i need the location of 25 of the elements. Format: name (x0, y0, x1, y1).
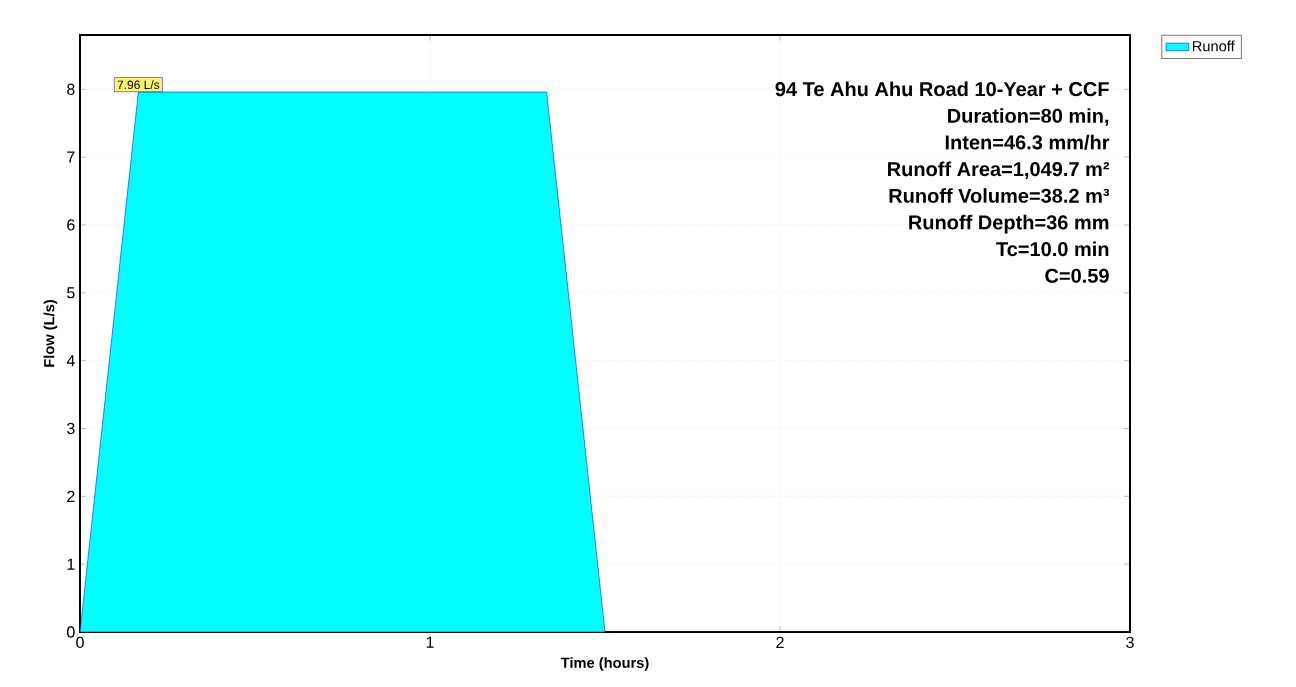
y-tick-label: 1 (67, 558, 75, 570)
annotation: Runoff Area=1,049.7 m² (888, 161, 1110, 180)
y-axis-title: Flow (L/s) (43, 300, 58, 367)
y-tick-label: 2 (67, 490, 75, 502)
annotation: Runoff Depth=36 mm (909, 214, 1109, 234)
x-tick-label: 0 (76, 636, 84, 649)
y-tick-label: 0 (67, 626, 75, 638)
annotation: Duration=80 min, (948, 108, 1109, 126)
annotation: Inten=46.3 mm/hr (945, 134, 1110, 150)
y-tick-label: 7 (67, 151, 75, 163)
y-tick-label: 6 (67, 219, 75, 231)
x-tick-label: 3 (1126, 636, 1134, 649)
annotation: C=0.59 (1045, 268, 1109, 283)
legend-label: Runoff (1192, 40, 1235, 52)
annotation: Runoff Volume=38.2 m³ (889, 188, 1110, 203)
annotation: Tc=10.0 min (996, 241, 1109, 257)
y-tick-label: 3 (67, 422, 75, 435)
y-tick-label: 4 (66, 355, 75, 367)
y-tick-label: 8 (67, 83, 75, 95)
x-axis-title: Time (hours) (560, 657, 649, 671)
y-tick-label: 5 (67, 287, 75, 299)
x-tick-label: 1 (426, 636, 434, 648)
x-tick-label: 2 (776, 636, 784, 648)
annotation: 94 Te Ahu Ahu Road 10-Year + CCF (775, 81, 1109, 97)
annotation: 7.96 L/s (117, 80, 160, 90)
